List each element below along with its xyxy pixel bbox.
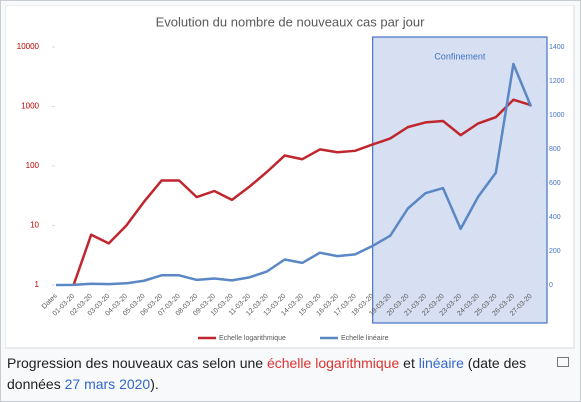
chart: Evolution du nombre de nouveaux cas par … <box>5 5 575 349</box>
y-tick-label: 10000 <box>17 42 40 51</box>
legend-label: Echelle linéaire <box>341 335 389 342</box>
y2-tick-label: 400 <box>549 214 561 221</box>
y2-tick-label: 0 <box>549 282 553 289</box>
y-tick-label: 1 <box>35 280 40 289</box>
caption-text: ). <box>150 376 159 392</box>
y-tick-label: 10 <box>30 221 39 230</box>
y-tick-label: 100 <box>26 161 40 170</box>
caption-text: Progression des nouveaux cas selon une <box>7 355 267 371</box>
legend-label: Echelle logarithmique <box>219 335 286 342</box>
annotation: Confinement <box>434 51 486 61</box>
y-tick-label: 1000 <box>21 102 39 111</box>
y2-tick-label: 600 <box>549 180 561 187</box>
caption-text: et <box>399 355 419 371</box>
y2-tick-label: 1000 <box>549 112 565 119</box>
caption-link[interactable]: 27 mars 2020 <box>64 376 151 392</box>
y2-tick-label: 1400 <box>549 44 565 51</box>
caption-link[interactable]: échelle logarithmique <box>266 355 400 371</box>
y2-tick-label: 1200 <box>549 78 565 85</box>
chart-title: Evolution du nombre de nouveaux cas par … <box>156 14 426 29</box>
y2-tick-label: 800 <box>549 146 561 153</box>
series-line <box>72 98 532 286</box>
enlarge-icon[interactable] <box>557 357 569 367</box>
caption-link[interactable]: linéaire <box>418 355 464 371</box>
caption-text: (date des données <box>7 355 527 392</box>
caption: Progression des nouveaux cas selon une é… <box>7 353 537 395</box>
y2-tick-label: 200 <box>549 248 561 255</box>
shade <box>372 36 548 324</box>
series-line <box>55 62 533 287</box>
